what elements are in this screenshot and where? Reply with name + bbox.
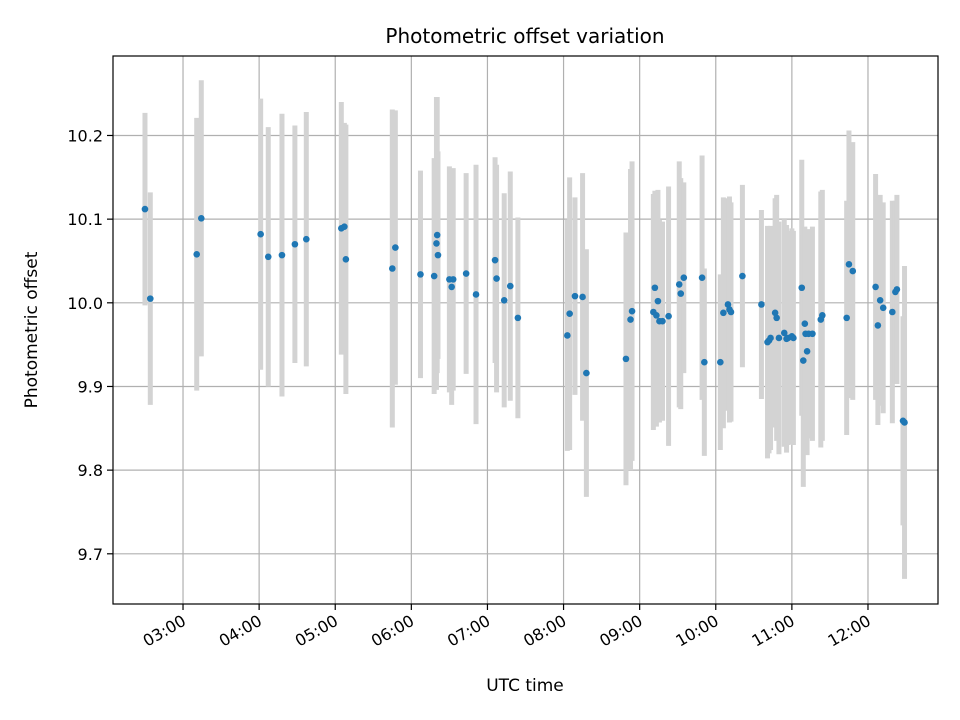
data-point	[264, 253, 272, 261]
data-point	[417, 271, 424, 278]
data-point	[583, 369, 590, 377]
data-point	[564, 332, 571, 339]
data-point	[627, 316, 634, 323]
data-point	[801, 320, 809, 328]
data-point	[448, 283, 455, 291]
data-point	[433, 240, 440, 247]
data-point	[739, 272, 746, 280]
data-point	[653, 312, 660, 319]
data-point	[579, 293, 586, 301]
data-point	[901, 419, 908, 426]
data-point	[803, 348, 811, 355]
data-point	[773, 314, 780, 322]
data-point	[257, 230, 264, 238]
data-point	[893, 286, 901, 293]
data-point	[758, 301, 765, 308]
x-axis-label: UTC time	[486, 676, 564, 696]
data-point	[717, 358, 724, 366]
data-point	[872, 283, 879, 291]
data-point	[472, 291, 480, 298]
data-point	[680, 274, 688, 282]
data-point	[622, 355, 630, 363]
data-point	[775, 334, 783, 342]
data-point	[843, 314, 850, 322]
data-point	[876, 296, 884, 304]
data-point	[771, 309, 779, 317]
chart-title: Photometric offset variation	[385, 24, 664, 48]
data-point	[849, 267, 857, 275]
data-point	[491, 256, 499, 264]
y-axis: 9.7 9.8 9.9 10.0 10.1 10.2	[67, 126, 113, 564]
y-tick-label: 9.9	[78, 377, 103, 396]
data-point	[874, 322, 882, 329]
data-point	[342, 256, 350, 263]
data-point	[799, 357, 807, 364]
data-point	[506, 282, 514, 290]
data-point	[809, 330, 816, 338]
data-point	[430, 272, 438, 280]
data-point	[462, 270, 470, 277]
data-point	[566, 310, 573, 317]
y-tick-label: 10.2	[67, 126, 103, 145]
data-point	[278, 251, 286, 259]
data-point	[767, 334, 774, 342]
data-point	[724, 301, 732, 308]
data-point	[677, 290, 685, 297]
data-point	[291, 240, 299, 248]
data-point	[493, 275, 500, 282]
data-point	[193, 250, 201, 258]
y-tick-label: 10.0	[67, 294, 103, 313]
y-tick-label: 9.7	[78, 545, 103, 564]
data-point	[675, 281, 683, 288]
data-point	[879, 304, 887, 312]
data-point	[727, 308, 735, 316]
data-point	[514, 314, 522, 322]
y-tick-label: 9.8	[78, 461, 103, 480]
data-point	[659, 317, 666, 325]
data-point	[571, 292, 579, 300]
y-tick-label: 10.1	[67, 210, 103, 229]
data-point	[392, 244, 399, 251]
data-point	[146, 295, 154, 302]
data-point	[434, 251, 442, 259]
data-point	[654, 297, 662, 305]
data-point	[720, 309, 727, 317]
data-point	[389, 265, 396, 272]
y-axis-label: Photometric offset	[22, 251, 42, 408]
plot-frame	[112, 55, 939, 605]
data-point	[889, 308, 896, 316]
data-point	[845, 261, 853, 268]
data-point	[798, 284, 806, 292]
data-point	[790, 334, 797, 342]
data-point	[819, 312, 826, 319]
data-point	[433, 231, 441, 239]
data-point	[341, 223, 348, 230]
data-point	[698, 274, 706, 282]
data-point	[500, 296, 508, 304]
data-points	[141, 205, 908, 426]
data-point	[665, 312, 672, 320]
data-point	[701, 358, 708, 366]
data-point	[197, 215, 205, 222]
data-point	[449, 276, 457, 283]
data-point	[141, 205, 149, 213]
data-point	[628, 307, 636, 315]
data-point	[651, 284, 659, 292]
data-point	[303, 235, 310, 243]
data-point	[780, 329, 788, 337]
